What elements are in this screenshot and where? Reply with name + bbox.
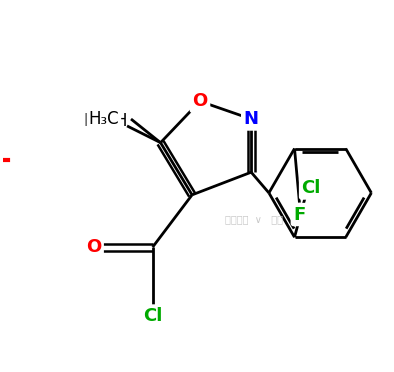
Text: 注册资金  ∨   产品: 注册资金 ∨ 产品 bbox=[225, 215, 283, 224]
Text: Cl: Cl bbox=[143, 307, 162, 325]
Text: H₃C: H₃C bbox=[84, 112, 114, 130]
Text: O: O bbox=[86, 238, 101, 256]
Text: H₃C: H₃C bbox=[89, 110, 119, 128]
Text: Cl: Cl bbox=[301, 179, 321, 197]
Text: F: F bbox=[293, 206, 306, 224]
Text: N: N bbox=[243, 110, 259, 128]
Text: O: O bbox=[192, 92, 208, 110]
Text: H: H bbox=[114, 112, 127, 130]
